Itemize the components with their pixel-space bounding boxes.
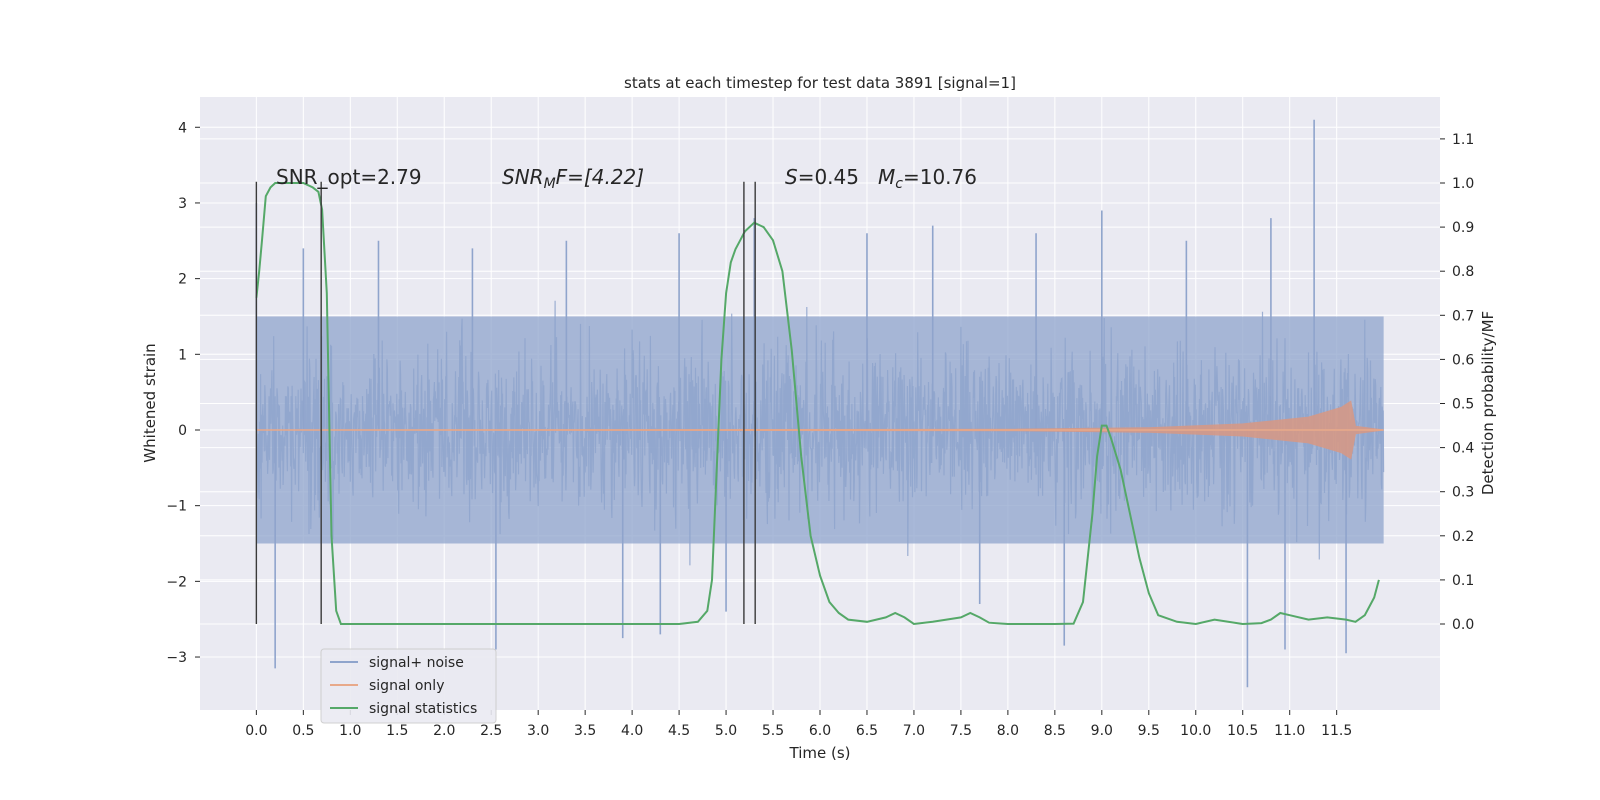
statistics-line	[255, 182, 1380, 626]
mc-sub: c	[895, 176, 903, 192]
y-tick-label: 3	[178, 196, 187, 212]
snr-mf-rest: F=[4.22]	[556, 165, 644, 189]
y2-tick-label: 0.1	[1452, 573, 1474, 589]
s-rest: =0.45	[798, 165, 859, 189]
y-tick-label: −3	[166, 650, 187, 666]
y2-tick-label: 1.0	[1452, 176, 1474, 192]
y2-tick-label: 0.2	[1452, 529, 1474, 545]
x-tick-label: 3.0	[527, 723, 549, 739]
y2-tick-label: 0.3	[1452, 485, 1474, 501]
x-tick-label: 5.5	[762, 723, 784, 739]
x-tick-label: 0.0	[245, 723, 267, 739]
x-tick-label: 4.5	[668, 723, 690, 739]
y2-tick-label: 0.5	[1452, 397, 1474, 413]
x-tick-label: 5.0	[715, 723, 737, 739]
x-tick-label: 10.5	[1227, 723, 1258, 739]
x-tick-label: 7.0	[903, 723, 925, 739]
x-tick-label: 4.0	[621, 723, 643, 739]
x-tick-label: 1.0	[339, 723, 361, 739]
annotation-snr-mf: SNRMF=[4.22]	[502, 165, 644, 192]
x-tick-label: 11.5	[1321, 723, 1352, 739]
snr-mf-sub: M	[544, 176, 556, 192]
mc-main: M	[878, 165, 895, 189]
y2-tick-label: 0.6	[1452, 352, 1474, 368]
y-tick-label: 1	[178, 347, 187, 363]
y2-tick-label: 0.8	[1452, 264, 1474, 280]
x-tick-label: 8.5	[1044, 723, 1066, 739]
legend: signal+ noise signal only signal statist…	[320, 648, 497, 724]
x-tick-label: 9.0	[1091, 723, 1113, 739]
legend-label-noise: signal+ noise	[369, 655, 464, 671]
y-axis-ticks: 4 3 2 1 0 −1 −2 −3	[166, 120, 200, 666]
x-tick-label: 10.0	[1180, 723, 1211, 739]
legend-box	[320, 648, 497, 724]
y-tick-label: 4	[178, 120, 187, 136]
y-axis-label: Whitened strain	[141, 343, 159, 462]
chart-title: stats at each timestep for test data 389…	[624, 74, 1016, 92]
x-tick-label: 1.5	[386, 723, 408, 739]
x-tick-label: 11.0	[1274, 723, 1305, 739]
x-tick-label: 0.5	[292, 723, 314, 739]
y2-axis-label: Detection probability/MF	[1479, 311, 1497, 495]
x-tick-label: 3.5	[574, 723, 596, 739]
y2-tick-label: 0.4	[1452, 441, 1474, 457]
x-axis-label: Time (s)	[789, 744, 851, 762]
y2-axis-ticks: 1.1 1.0 0.9 0.8 0.7 0.6 0.5 0.4 0.3 0.2 0.1 0.0	[1440, 132, 1474, 633]
series-signal-only	[256, 400, 1384, 460]
x-tick-label: 2.0	[433, 723, 455, 739]
x-tick-label: 7.5	[950, 723, 972, 739]
y2-tick-label: 0.7	[1452, 308, 1474, 324]
y-tick-label: 2	[178, 272, 187, 288]
x-tick-label: 2.5	[480, 723, 502, 739]
x-axis-ticks: 0.0 0.5 1.0 1.5 2.0 2.5 3.0 3.5 4.0 4.5 5.0 5.5 6.0 6…	[245, 710, 1352, 739]
y2-tick-label: 0.9	[1452, 220, 1474, 236]
series-signal-statistics	[255, 182, 1380, 626]
legend-label-signal-only: signal only	[369, 678, 444, 694]
y-tick-label: 0	[178, 423, 187, 439]
vertical-markers	[255, 181, 756, 625]
annotation-mc: Mc=10.76	[878, 165, 977, 192]
x-tick-label: 9.5	[1138, 723, 1160, 739]
snr-mf-main: SNR	[502, 165, 544, 189]
s-main: S	[785, 165, 798, 189]
y-tick-label: −1	[166, 499, 187, 515]
y2-tick-label: 0.0	[1452, 617, 1474, 633]
annotation-s: S=0.45	[785, 165, 859, 189]
annotation-snr-opt: SNR_opt=2.79	[276, 165, 422, 189]
y-tick-label: −2	[166, 574, 187, 590]
mc-rest: =10.76	[903, 165, 977, 189]
x-tick-label: 8.0	[997, 723, 1019, 739]
x-tick-label: 6.5	[856, 723, 878, 739]
x-tick-label: 6.0	[809, 723, 831, 739]
y2-tick-label: 1.1	[1452, 132, 1474, 148]
legend-label-statistics: signal statistics	[369, 701, 477, 717]
